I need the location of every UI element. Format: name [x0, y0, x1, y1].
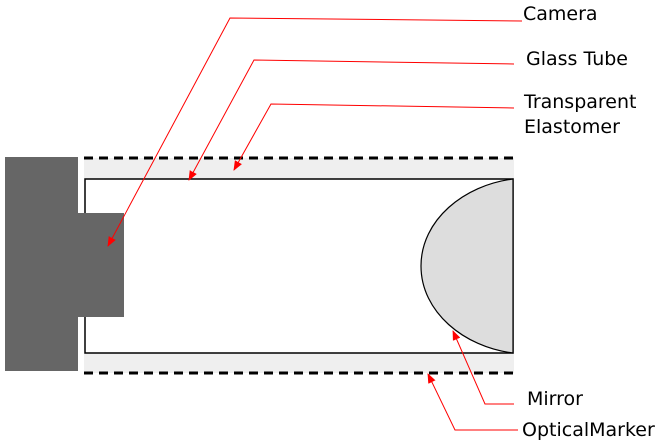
elastomer-leader — [233, 103, 515, 171]
glass-tube-leader — [188, 59, 515, 181]
label-transparent: Transparent — [524, 91, 637, 113]
elastomer-band-top — [84, 158, 514, 179]
optical-marker-leader — [427, 373, 518, 431]
mirror — [420, 178, 514, 354]
elastomer-band-bottom — [84, 353, 514, 373]
mirror-leader — [452, 330, 514, 405]
camera-leader — [107, 17, 523, 247]
label-camera: Camera — [523, 3, 598, 25]
label-glass-tube: Glass Tube — [526, 48, 628, 70]
label-elastomer: Elastomer — [524, 116, 620, 138]
label-mirror: Mirror — [527, 388, 583, 410]
camera-body — [5, 157, 78, 371]
label-optical-marker: OpticalMarker — [522, 419, 655, 441]
